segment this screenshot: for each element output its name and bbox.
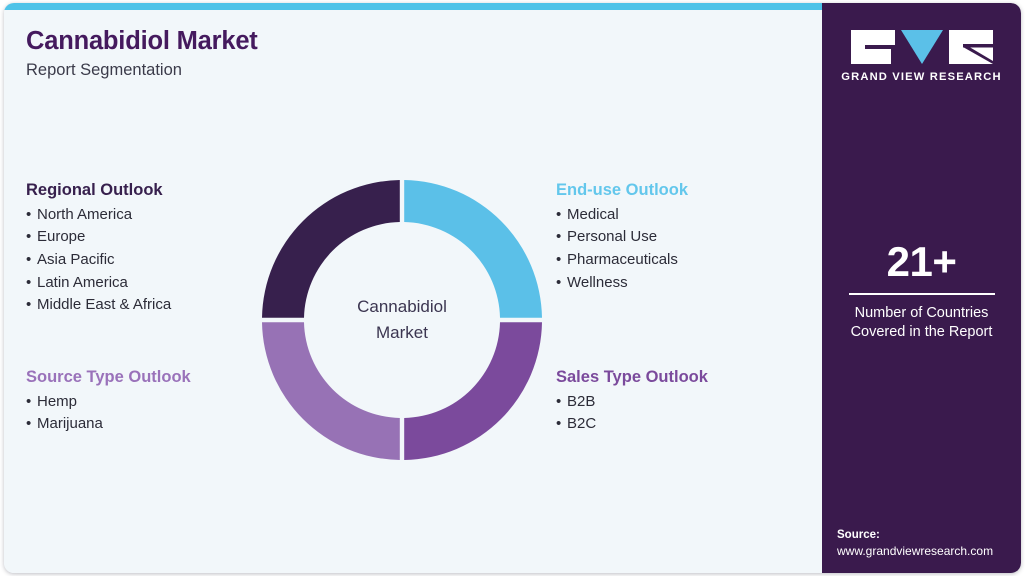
outlook-title-source-type: Source Type Outlook [26, 368, 191, 386]
outlook-group-end-use: End-use Outlook • Medical • Personal Use •… [556, 181, 688, 294]
source-label: Source: [837, 529, 880, 541]
list-item-label: B2B [567, 392, 596, 410]
stat-block: 21+ Number of Countries Covered in the R… [822, 241, 1021, 343]
list-item-label: Latin America [37, 273, 128, 291]
source-block: Source: www.grandviewresearch.com [837, 527, 1021, 559]
list-item-label: Middle East & Africa [37, 296, 172, 314]
list-item: • Wellness [556, 272, 688, 295]
source-url[interactable]: www.grandviewresearch.com [837, 544, 994, 558]
top-accent-bar [4, 3, 823, 10]
list-item-label: B2C [567, 415, 597, 433]
stat-caption-line-1: Number of Countries [854, 304, 989, 321]
brand-logo: GRAND VIEW RESEARCH [822, 30, 1021, 83]
list-item-label: North America [37, 205, 133, 223]
outlook-list-sales-type: • B2B • B2C [556, 391, 708, 436]
list-item-label: Asia Pacific [37, 250, 115, 268]
donut-svg [262, 180, 542, 460]
outlook-list-regional: • North America • Europe • Asia Pacific • La… [26, 204, 171, 317]
stat-divider [848, 293, 995, 295]
stat-value: 21+ [886, 238, 957, 285]
list-item: • Personal Use [556, 226, 688, 249]
bullet-icon: • [26, 296, 32, 314]
page-title: Cannabidiol Market [26, 27, 258, 55]
outlook-list-source-type: • Hemp • Marijuana [26, 391, 191, 436]
outlook-title-sales-type: Sales Type Outlook [556, 368, 708, 386]
outlook-group-sales-type: Sales Type Outlook • B2B • B2C [556, 368, 708, 436]
title-block: Cannabidiol Market Report Segmentation [26, 27, 258, 80]
bullet-icon: • [26, 250, 32, 268]
bullet-icon: • [556, 392, 562, 410]
list-item: • B2B [556, 391, 708, 414]
bullet-icon: • [26, 228, 32, 246]
donut-segment-regional [262, 180, 400, 318]
bullet-icon: • [26, 415, 32, 433]
list-item-label: Medical [567, 205, 619, 223]
brand-wordmark: GRAND VIEW RESEARCH [841, 71, 1002, 83]
list-item: • B2C [556, 413, 708, 436]
donut-segment-sales-type [404, 322, 542, 460]
page-subtitle: Report Segmentation [26, 61, 182, 80]
outlook-group-regional: Regional Outlook • North America • Europe … [26, 181, 171, 317]
list-item-label: Europe [37, 228, 86, 246]
bullet-icon: • [556, 205, 562, 223]
list-item-label: Hemp [37, 392, 78, 410]
bullet-icon: • [556, 415, 562, 433]
list-item: • Latin America [26, 272, 171, 295]
list-item: • Middle East & Africa [26, 294, 171, 317]
list-item-label: Pharmaceuticals [567, 250, 678, 268]
bullet-icon: • [26, 273, 32, 291]
list-item: • Asia Pacific [26, 249, 171, 272]
brand-panel: GRAND VIEW RESEARCH 21+ Number of Countr… [822, 3, 1021, 573]
donut-segment-source-type [262, 322, 400, 460]
stat-caption-line-2: Covered in the Report [850, 324, 993, 340]
list-item-label: Personal Use [567, 228, 658, 246]
content-region: Cannabidiol Market Report Segmentation R… [4, 10, 823, 573]
bullet-icon: • [26, 205, 32, 223]
list-item: • North America [26, 204, 171, 227]
report-card: Cannabidiol Market Report Segmentation R… [4, 3, 1021, 573]
list-item-label: Wellness [567, 273, 628, 291]
bullet-icon: • [556, 250, 562, 268]
outlook-list-end-use: • Medical • Personal Use • Pharmaceuticals … [556, 204, 688, 294]
list-item: • Medical [556, 204, 688, 227]
bullet-icon: • [26, 392, 32, 410]
outlook-title-regional: Regional Outlook [26, 181, 163, 199]
gvr-logo-icon [850, 30, 993, 64]
list-item: • Marijuana [26, 413, 191, 436]
list-item-label: Marijuana [37, 415, 103, 433]
bullet-icon: • [556, 228, 562, 246]
outlook-title-end-use: End-use Outlook [556, 181, 688, 199]
list-item: • Pharmaceuticals [556, 249, 688, 272]
donut-segment-end-use [404, 180, 542, 318]
list-item: • Europe [26, 226, 171, 249]
list-item: • Hemp [26, 391, 191, 414]
segmentation-donut-chart: Cannabidiol Market [262, 180, 542, 460]
outlook-group-source-type: Source Type Outlook • Hemp • Marijuana [26, 368, 191, 436]
bullet-icon: • [556, 273, 562, 291]
